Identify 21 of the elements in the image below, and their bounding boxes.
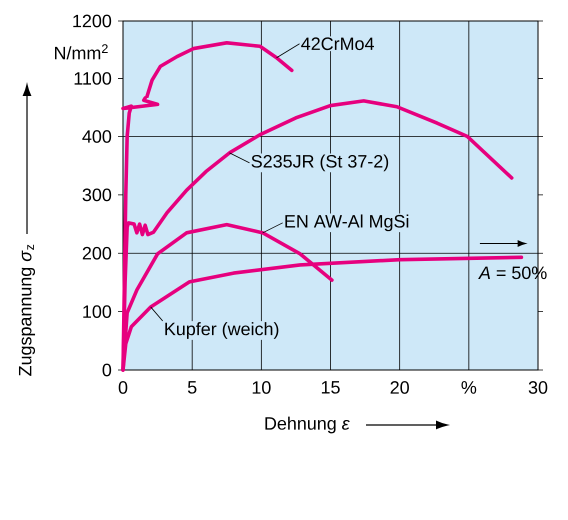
x-tick-label: 15 bbox=[322, 381, 340, 394]
x-tick-label: 5 bbox=[188, 381, 196, 394]
y-tick-label: 400 bbox=[82, 130, 112, 143]
text: N/mm$^{2}$ bbox=[55, 44, 108, 60]
y-tick-label: 200 bbox=[82, 246, 112, 260]
series-label: Kupfer (weich) bbox=[165, 322, 278, 339]
y-tick-label: 0 bbox=[102, 364, 112, 376]
y-tick-label: 300 bbox=[82, 188, 112, 202]
series-label: EN AW-Al MgSi bbox=[285, 214, 408, 232]
series-label: S235JR (St 37-2) bbox=[252, 154, 388, 172]
y-tick-label: 100 bbox=[83, 305, 112, 318]
x-axis-title: Dehnung ε bbox=[265, 416, 350, 434]
x-tick-label: 20 bbox=[390, 381, 409, 394]
y-tick-label: 1200 bbox=[73, 14, 112, 28]
y-tick-label: 1100 bbox=[74, 72, 112, 85]
x-tick-label: 0 bbox=[118, 381, 128, 394]
y-axis-title: Zugspannung σ$_{z}$ bbox=[18, 244, 36, 376]
x-tick-label: % bbox=[462, 381, 476, 394]
x-tick-label: 10 bbox=[252, 381, 271, 394]
series-label: 42CrMo4 bbox=[301, 37, 374, 50]
x-tick-label: 30 bbox=[528, 381, 548, 394]
